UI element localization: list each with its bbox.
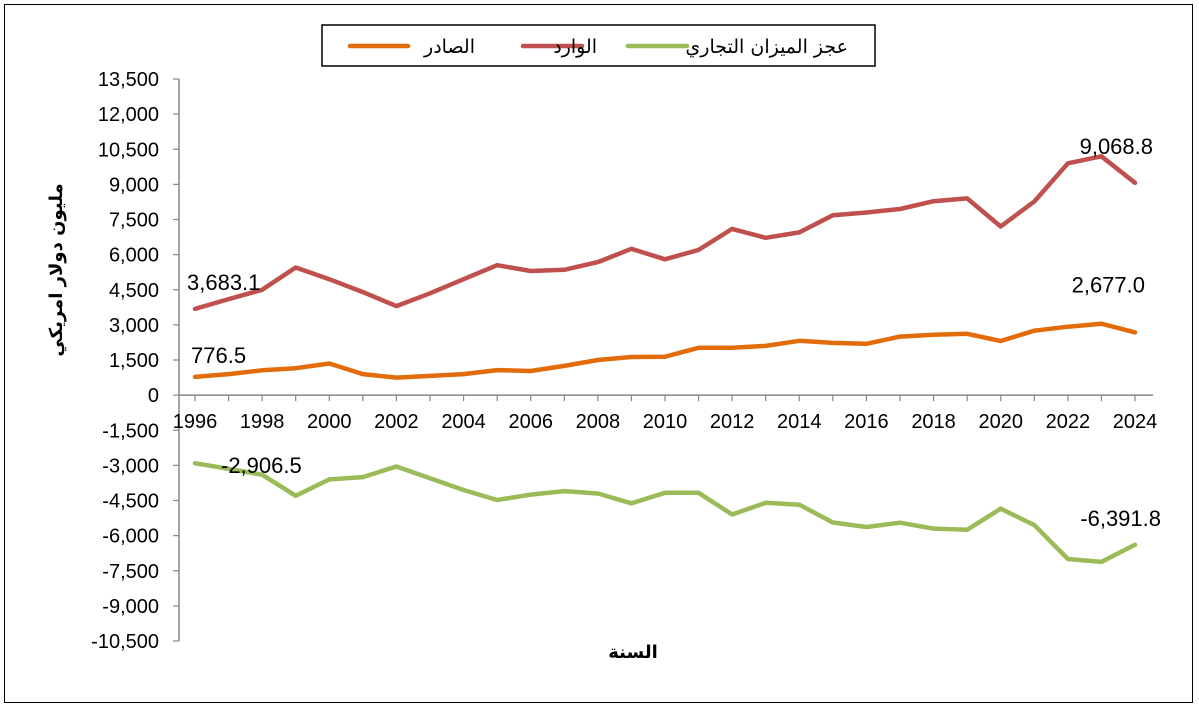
data-label: 9,068.8 xyxy=(1080,134,1153,159)
x-tick-label: 1996 xyxy=(173,411,218,433)
x-tick-label: 2010 xyxy=(643,411,688,433)
x-tick-label: 2022 xyxy=(1046,411,1091,433)
series-line-0 xyxy=(192,321,1138,380)
x-tick-label: 2006 xyxy=(508,411,553,433)
y-tick-label: 12,000 xyxy=(98,104,159,126)
y-tick-label: -1,500 xyxy=(102,420,159,442)
y-tick-label: -4,500 xyxy=(102,491,159,513)
y-tick-label: -9,000 xyxy=(102,596,159,618)
y-tick-label: 0 xyxy=(148,385,159,407)
y-tick-label: 13,500 xyxy=(98,69,159,91)
series-line-2 xyxy=(192,460,1138,565)
series-lines xyxy=(192,154,1138,565)
data-label: 776.5 xyxy=(191,343,246,368)
x-tick-label: 2002 xyxy=(374,411,419,433)
y-tick-label: -7,500 xyxy=(102,561,159,583)
y-tick-label: -3,000 xyxy=(102,455,159,477)
data-label: 3,683.1 xyxy=(187,270,260,295)
y-tick-label: 9,000 xyxy=(109,174,159,196)
x-tick-label: 2018 xyxy=(911,411,956,433)
x-tick-label: 2020 xyxy=(978,411,1023,433)
x-tick-label: 2000 xyxy=(307,411,352,433)
axes: -10,500 -9,000 -7,500 -6,000 -4,500 -3,000 -1,… xyxy=(91,69,1157,653)
x-tick-label: 2024 xyxy=(1113,411,1158,433)
y-axis-title: مليون دولار امريكي xyxy=(46,183,67,356)
legend-box xyxy=(321,24,876,67)
legend-label-2: عجز الميزان التجاري xyxy=(685,36,848,58)
data-labels: 776.5 2,677.0 3,683.1 9,068.8 -2,906.5 -6,391… xyxy=(187,134,1161,531)
chart-frame xyxy=(4,4,1193,703)
y-tick-label: 10,500 xyxy=(98,139,159,161)
x-tick-label: 2016 xyxy=(844,411,889,433)
x-tick-label: 2012 xyxy=(710,411,755,433)
y-tick-label: 3,000 xyxy=(109,315,159,337)
x-tick-label: 2008 xyxy=(576,411,621,433)
legend-label-1: الوارد xyxy=(553,36,597,58)
y-tick-label: 6,000 xyxy=(109,245,159,267)
y-tick-label: 4,500 xyxy=(109,280,159,302)
legend-label-0: الصادر xyxy=(423,36,475,58)
x-tick-label: 2014 xyxy=(777,411,822,433)
data-label: -6,391.8 xyxy=(1080,506,1161,531)
y-tick-label: -10,500 xyxy=(91,631,159,653)
x-tick-label: 2004 xyxy=(441,411,486,433)
y-tick-label: 7,500 xyxy=(109,210,159,232)
y-tick-label: -6,000 xyxy=(102,526,159,548)
x-tick-label: 1998 xyxy=(240,411,285,433)
series-line-1 xyxy=(192,154,1138,312)
data-label: 2,677.0 xyxy=(1072,272,1145,297)
y-tick-label: 1,500 xyxy=(109,350,159,372)
data-label: -2,906.5 xyxy=(221,453,302,478)
x-axis-title: السنة xyxy=(608,642,658,663)
legend: الصادر الوارد عجز الميزان التجاري xyxy=(321,24,876,67)
